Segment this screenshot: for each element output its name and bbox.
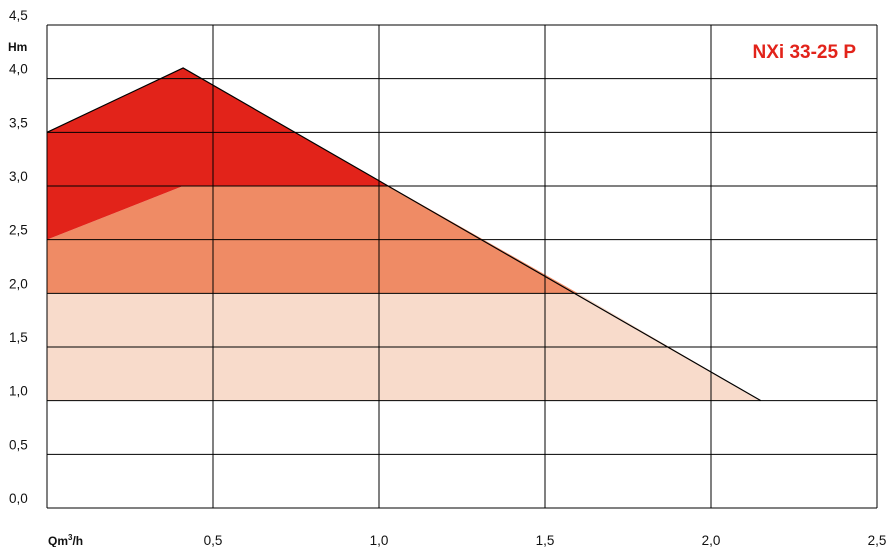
- max-curve-line: [46, 67, 762, 402]
- x-tick-label: 2,5: [868, 533, 887, 547]
- x-tick-label: 1,0: [370, 533, 389, 547]
- x-axis-title-tail: /h: [72, 534, 83, 547]
- y-tick-label: 3,0: [9, 169, 28, 184]
- x-axis-title-base: Qm: [48, 534, 68, 547]
- y-tick-label: 3,5: [9, 115, 28, 130]
- x-tick-label: 2,0: [702, 533, 721, 547]
- x-tick-label: 0,5: [204, 533, 223, 547]
- y-axis-ticks: 0,0 0,5 1,0 1,5 2,0 2,5 3,0 3,5 4,0 4,5: [9, 8, 28, 506]
- chart-title: NXi 33-25 P: [753, 42, 857, 63]
- y-tick-label: 0,5: [9, 437, 28, 452]
- x-axis-title: Qm3/h: [48, 533, 83, 547]
- y-tick-label: 1,5: [9, 330, 28, 345]
- grid: [46, 24, 878, 509]
- region-3: [47, 67, 389, 240]
- y-tick-label: 4,0: [9, 62, 28, 77]
- y-tick-label: 2,5: [9, 223, 28, 238]
- y-axis-title: Hm: [8, 40, 27, 54]
- y-tick-label: 4,5: [9, 8, 28, 23]
- y-tick-label: 2,0: [9, 276, 28, 291]
- pump-curve: [46, 67, 762, 402]
- performance-regions: [47, 67, 761, 401]
- x-tick-label: 1,5: [536, 533, 555, 547]
- x-axis-ticks: 0,5 1,0 1,5 2,0 2,5: [204, 533, 887, 547]
- y-tick-label: 1,0: [9, 384, 28, 399]
- y-tick-label: 0,0: [9, 491, 28, 506]
- x-axis-title-superscript: 3: [68, 533, 73, 542]
